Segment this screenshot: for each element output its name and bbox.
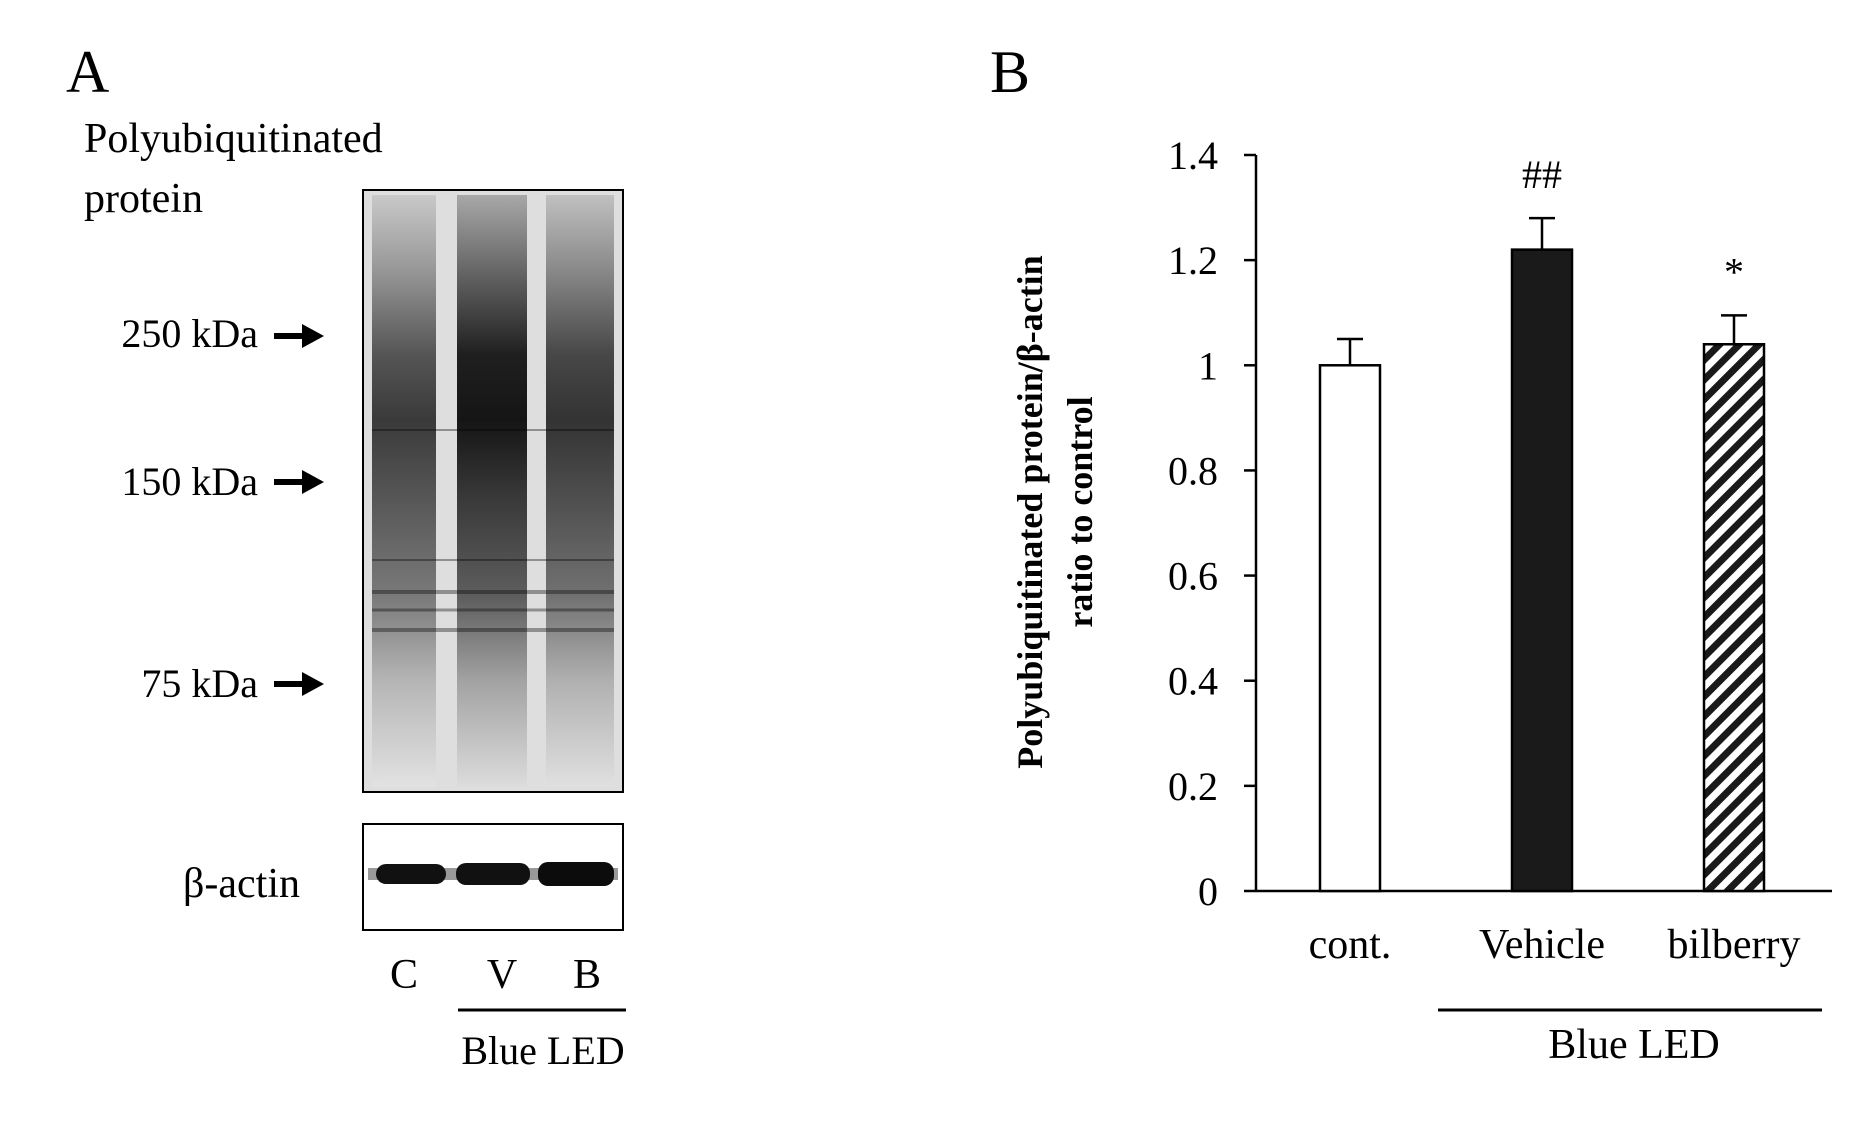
x-tick-label: Vehicle [1479, 922, 1605, 968]
x-axis-tick-labels: cont. Vehicle bilberry [1309, 922, 1801, 968]
y-tick-label: 1.2 [1168, 238, 1218, 283]
arrow-right-icon [274, 470, 324, 494]
actin-band-v [456, 863, 530, 885]
marker-250-label: 250 kDa [121, 311, 258, 356]
loading-control-label: β-actin [183, 861, 300, 907]
y-axis-label-line2: ratio to control [1060, 396, 1100, 627]
marker-75: 75 kDa [141, 661, 324, 706]
error-bars [1337, 216, 1747, 366]
y-axis-ticks: 0 0.2 0.4 0.6 0.8 1 1.2 1.4 [1168, 133, 1256, 914]
lane-label-c: C [390, 952, 418, 998]
marker-150-label: 150 kDa [121, 459, 258, 504]
x-tick-label: cont. [1309, 922, 1392, 968]
significance-marker: ## [1522, 152, 1562, 197]
significance-marker: * [1724, 249, 1744, 294]
panel-b-label: B [990, 39, 1030, 105]
y-tick-label: 1 [1198, 343, 1218, 388]
marker-150: 150 kDa [121, 459, 324, 504]
blot-title-line2: protein [84, 176, 203, 222]
lane-label-b: B [573, 952, 601, 998]
blot-title-line1: Polyubiquitinated [84, 116, 383, 162]
y-tick-label: 0.6 [1168, 554, 1218, 599]
y-tick-label: 0.8 [1168, 448, 1218, 493]
arrow-right-icon [274, 672, 324, 696]
actin-band-c [376, 864, 446, 884]
beta-actin-blot [362, 823, 624, 931]
panel-a-label: A [66, 39, 109, 105]
y-axis-label-line1: Polyubiquitinated protein/β-actin [1010, 255, 1050, 768]
marker-75-label: 75 kDa [141, 661, 258, 706]
y-tick-label: 0.2 [1168, 764, 1218, 809]
y-tick-label: 0.4 [1168, 659, 1218, 704]
blot-lane-c [372, 195, 436, 787]
bar-cont [1318, 364, 1382, 893]
y-tick-label: 0 [1198, 869, 1218, 914]
marker-250: 250 kDa [121, 311, 324, 356]
blot-lane-b [546, 195, 614, 787]
bar-bilberry [1702, 343, 1766, 893]
arrow-right-icon [274, 324, 324, 348]
panel-b: B Polyubiquitinated protein/β-actin rati… [990, 39, 1832, 1068]
actin-band-b [538, 862, 614, 886]
panel-a: A Polyubiquitinated protein 250 kDa 150 … [66, 39, 626, 1073]
blot-group-label: Blue LED [461, 1028, 624, 1073]
blot-lane-v [457, 195, 527, 787]
chart-bars [1318, 248, 1766, 893]
bar-vehicle [1510, 248, 1574, 893]
y-tick-label: 1.4 [1168, 133, 1218, 178]
x-tick-label: bilberry [1668, 922, 1801, 968]
chart-group-label: Blue LED [1548, 1022, 1719, 1068]
lane-label-v: V [487, 952, 517, 998]
polyubiquitin-blot [362, 189, 624, 793]
significance-annotations: ## * [1522, 152, 1744, 294]
